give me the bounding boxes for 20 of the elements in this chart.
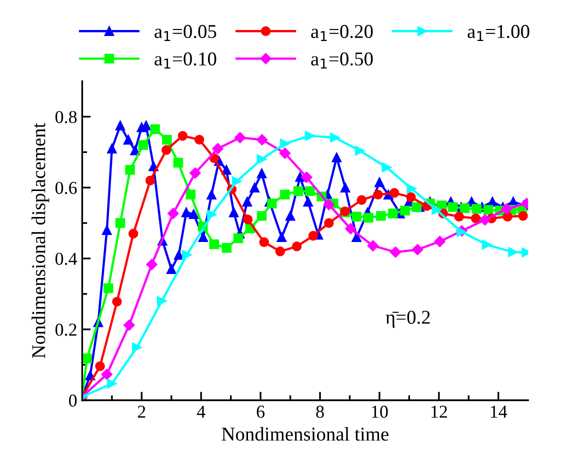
legend-label: a$_{1}$=0.50: [311, 52, 373, 69]
y-tick-label: 0.2: [55, 324, 76, 336]
legend-label: a$_{1}$=0.20: [311, 24, 373, 42]
legend-label: a$_{1}$=1.00: [468, 24, 530, 42]
x-tick-label: 4: [196, 406, 206, 418]
y-tick-label: 0.8: [55, 110, 77, 124]
y-axis-title: Nondimensional displacement: [32, 122, 50, 358]
y-tick-label: 0.4: [55, 252, 78, 265]
annotation: η̄=0.2: [386, 310, 430, 328]
legend-label: a$_{1}$=0.10: [154, 52, 216, 69]
x-tick-label: 6: [256, 406, 265, 418]
y-tick-label: 0: [68, 394, 77, 407]
x-tick-label: 10: [372, 406, 388, 418]
x-tick-label: 14: [490, 406, 508, 418]
legend-label: a$_{1}$=0.05: [154, 24, 216, 42]
x-tick-label: 8: [316, 406, 324, 418]
x-tick-label: 2: [138, 406, 146, 418]
x-tick-label: 12: [431, 406, 447, 418]
x-axis-title: Nondimensional time: [222, 427, 388, 441]
y-tick-label: 0.6: [55, 182, 77, 194]
